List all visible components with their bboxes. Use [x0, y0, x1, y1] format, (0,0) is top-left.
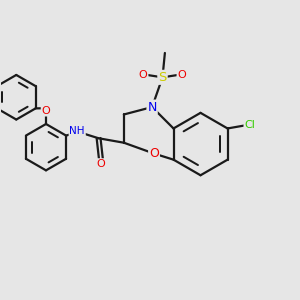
- Text: O: O: [177, 70, 186, 80]
- Text: O: O: [97, 159, 105, 169]
- Text: N: N: [147, 100, 157, 114]
- Text: S: S: [158, 71, 167, 84]
- Text: O: O: [149, 147, 159, 160]
- Text: O: O: [139, 70, 148, 80]
- Text: O: O: [42, 106, 50, 116]
- Text: Cl: Cl: [244, 121, 255, 130]
- Text: NH: NH: [70, 126, 85, 136]
